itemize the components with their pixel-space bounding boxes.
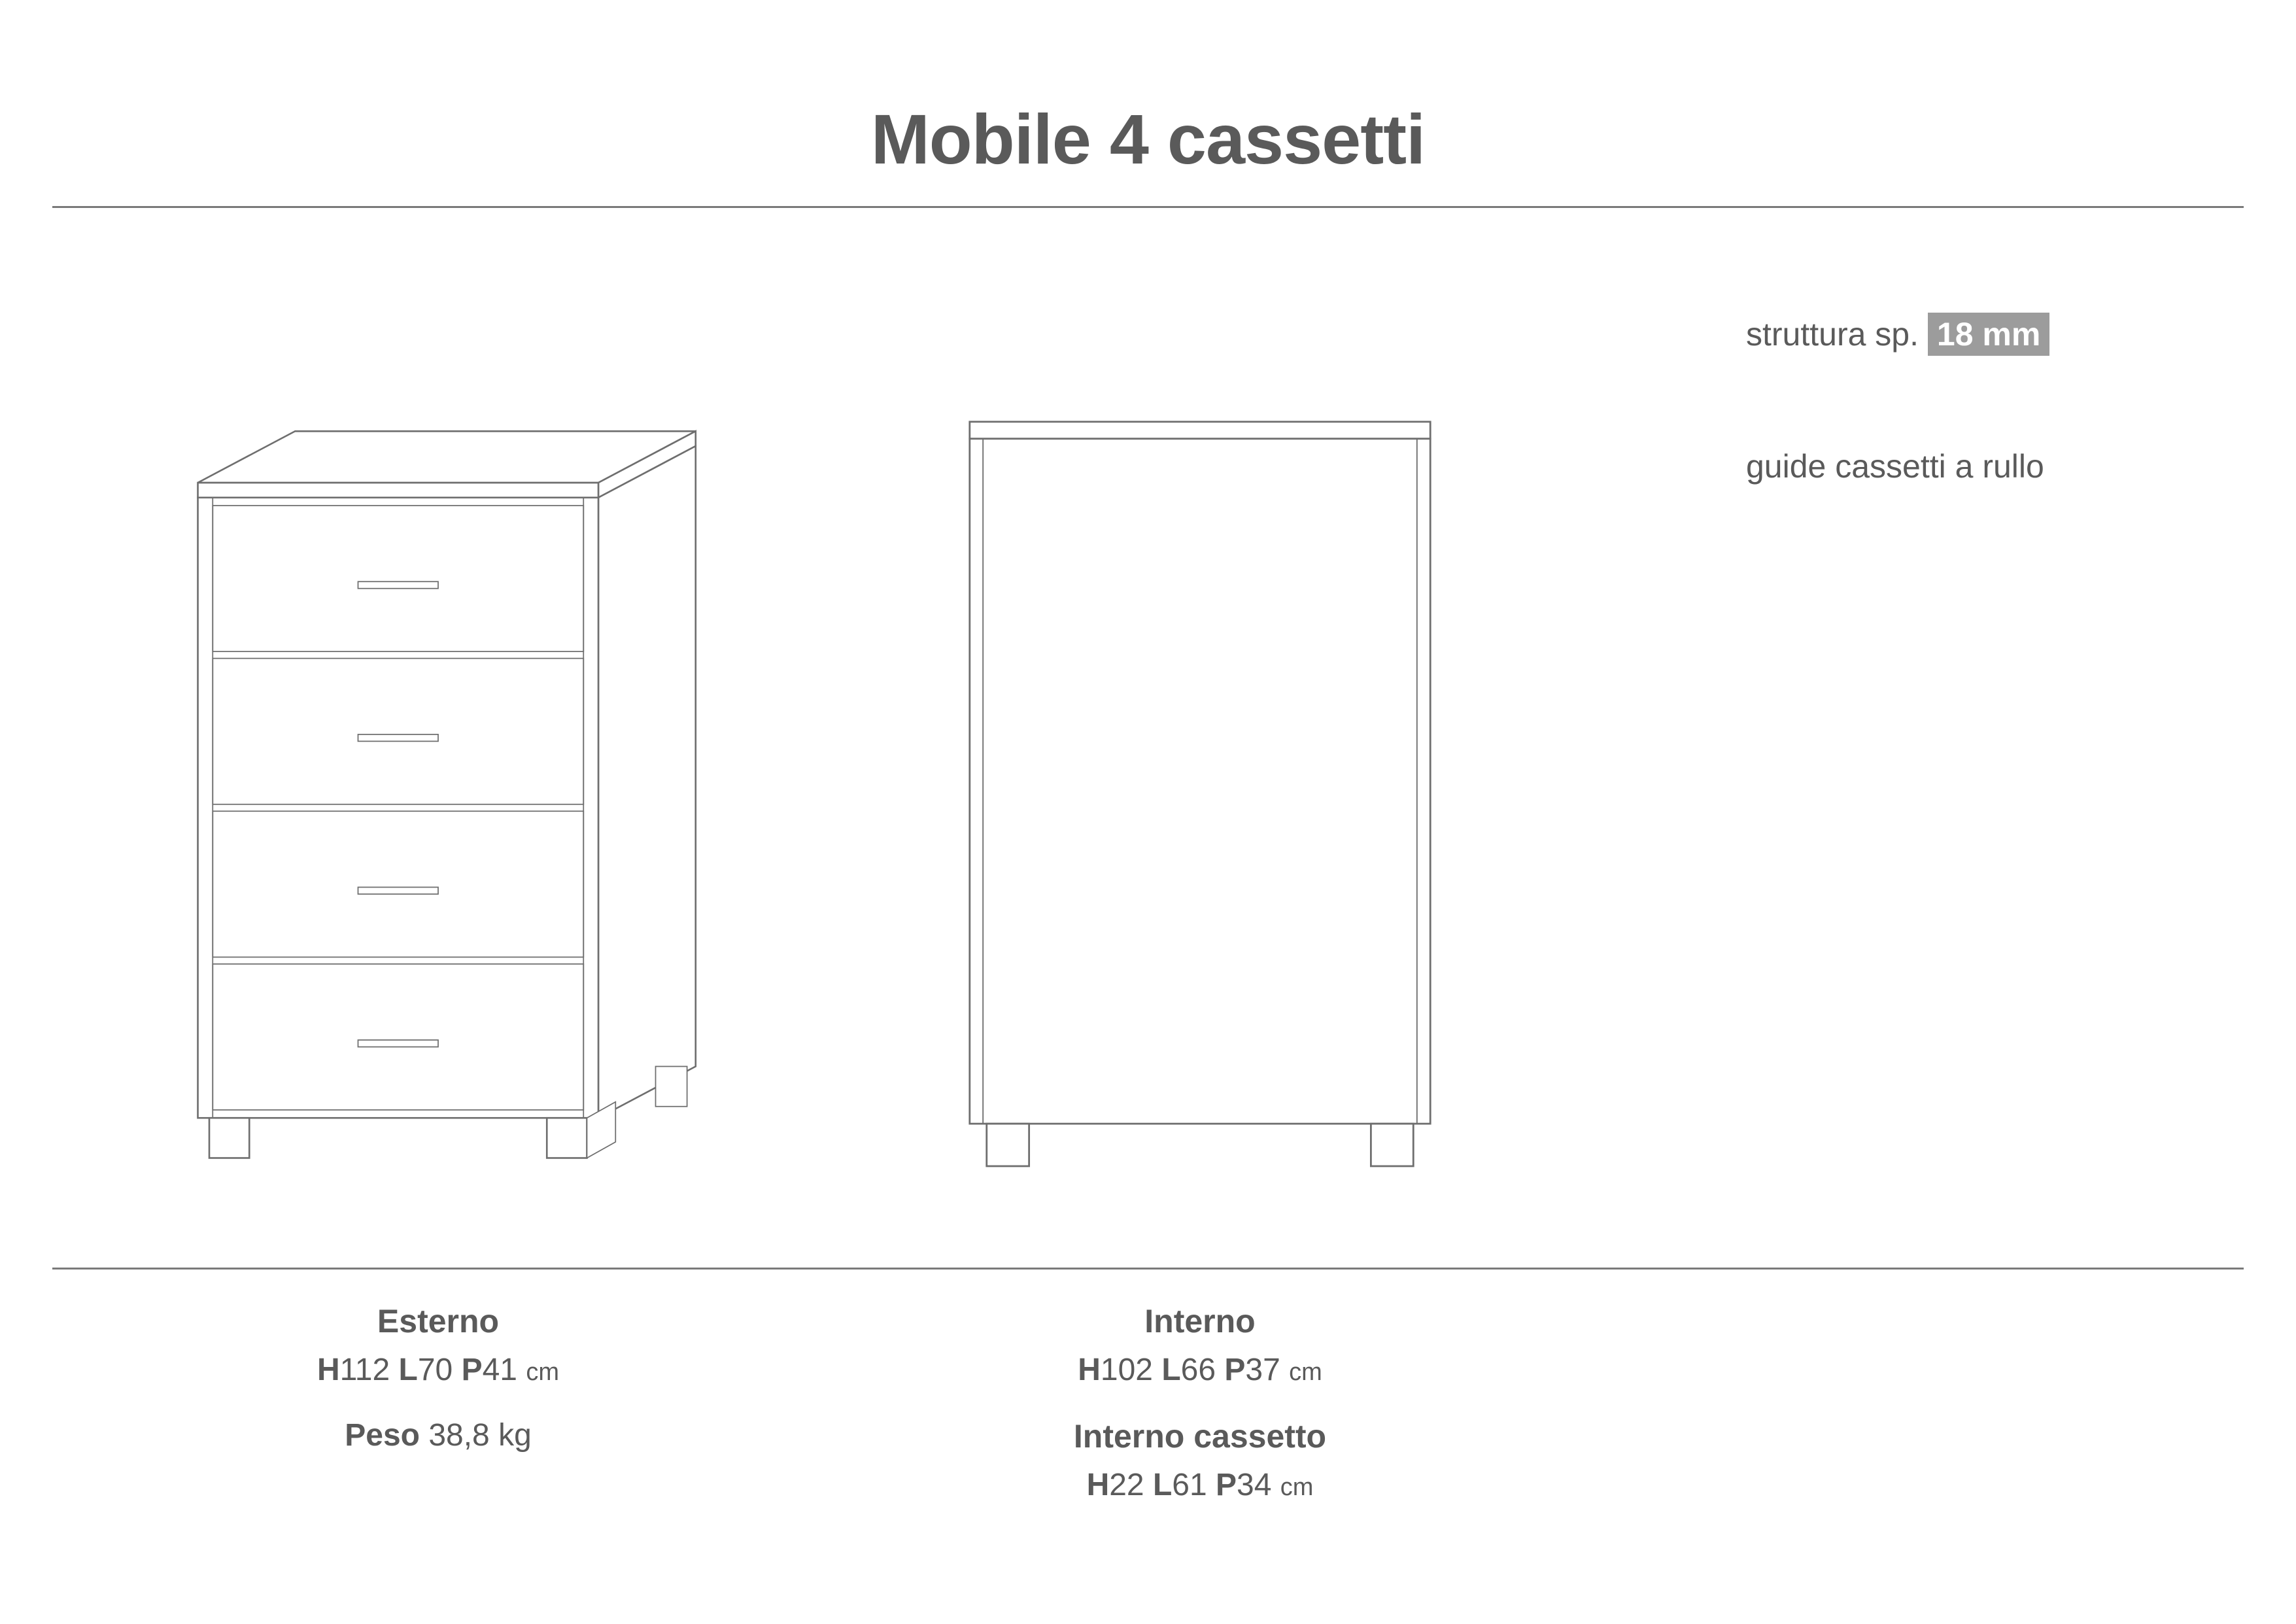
front-drawing bbox=[951, 391, 1448, 1228]
content-row: struttura sp. 18 mm guide cassetti a rul… bbox=[52, 208, 2244, 1268]
guide-spec: guide cassetti a rullo bbox=[1746, 447, 2244, 485]
interno-caption: Interno H102 L66 P37 cm Interno cassetto… bbox=[824, 1302, 1576, 1532]
esterno-caption: Esterno H112 L70 P41 cm Peso 38,8 kg bbox=[52, 1302, 824, 1532]
esterno-dims: H112 L70 P41 cm bbox=[52, 1352, 824, 1388]
spec-column: struttura sp. 18 mm guide cassetti a rul… bbox=[1576, 286, 2244, 1228]
isometric-view-column bbox=[52, 286, 824, 1228]
front-view-column bbox=[824, 286, 1576, 1228]
interno-cassetto-dims: H22 L61 P34 cm bbox=[824, 1467, 1576, 1503]
thickness-spec: struttura sp. 18 mm bbox=[1746, 313, 2244, 356]
interno-label: Interno bbox=[824, 1302, 1576, 1340]
esterno-label: Esterno bbox=[52, 1302, 824, 1340]
interno-cassetto-label: Interno cassetto bbox=[824, 1417, 1576, 1455]
thickness-badge: 18 mm bbox=[1928, 313, 2049, 356]
interno-dims: H102 L66 P37 cm bbox=[824, 1352, 1576, 1388]
isometric-drawing bbox=[163, 378, 713, 1228]
thickness-label: struttura sp. bbox=[1746, 316, 1919, 353]
page-title: Mobile 4 cassetti bbox=[52, 98, 2244, 180]
esterno-peso: Peso 38,8 kg bbox=[52, 1417, 824, 1453]
captions-row: Esterno H112 L70 P41 cm Peso 38,8 kg Int… bbox=[52, 1270, 2244, 1532]
